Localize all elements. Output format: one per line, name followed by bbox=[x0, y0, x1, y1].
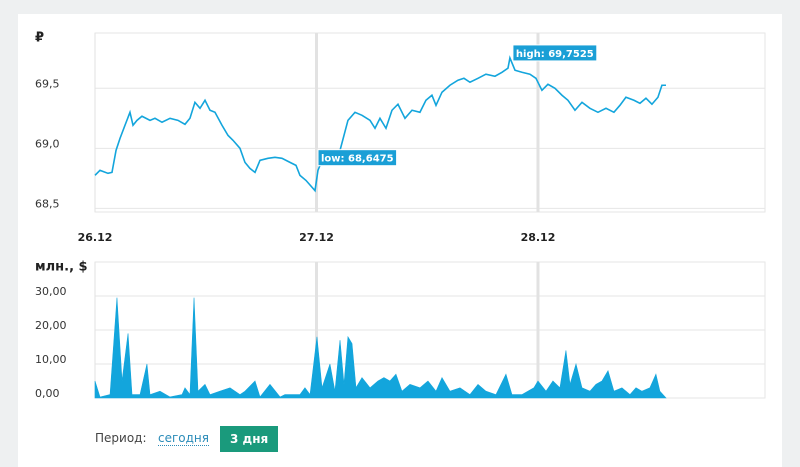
y-tick-label: 30,00 bbox=[35, 285, 67, 298]
axis-label: ₽ bbox=[35, 31, 44, 46]
period-option[interactable]: сегодня bbox=[158, 431, 209, 446]
period-option[interactable]: 3 дня bbox=[220, 426, 279, 452]
period-label: Период: bbox=[95, 431, 147, 445]
annotation-box bbox=[317, 149, 398, 167]
volume-area bbox=[94, 297, 667, 399]
x-tick-label: 28.12 bbox=[521, 231, 556, 244]
x-tick-label: 26.12 bbox=[78, 231, 113, 244]
y-tick-label: 68,5 bbox=[35, 197, 60, 210]
annotation: low: 68,6475 bbox=[321, 154, 394, 165]
panel bbox=[18, 14, 782, 467]
y-tick-label: 10,00 bbox=[35, 353, 67, 366]
y-tick-label: 69,0 bbox=[35, 137, 60, 150]
axis-label: млн., $ bbox=[35, 260, 88, 275]
y-tick-label: 69,5 bbox=[35, 77, 60, 90]
annotation: high: 69,7525 bbox=[516, 49, 594, 60]
price-line bbox=[94, 55, 666, 193]
y-tick-label: 20,00 bbox=[35, 319, 67, 332]
x-tick-label: 27.12 bbox=[299, 231, 334, 244]
y-tick-label: 0,00 bbox=[35, 387, 60, 400]
annotation-box bbox=[512, 44, 598, 62]
